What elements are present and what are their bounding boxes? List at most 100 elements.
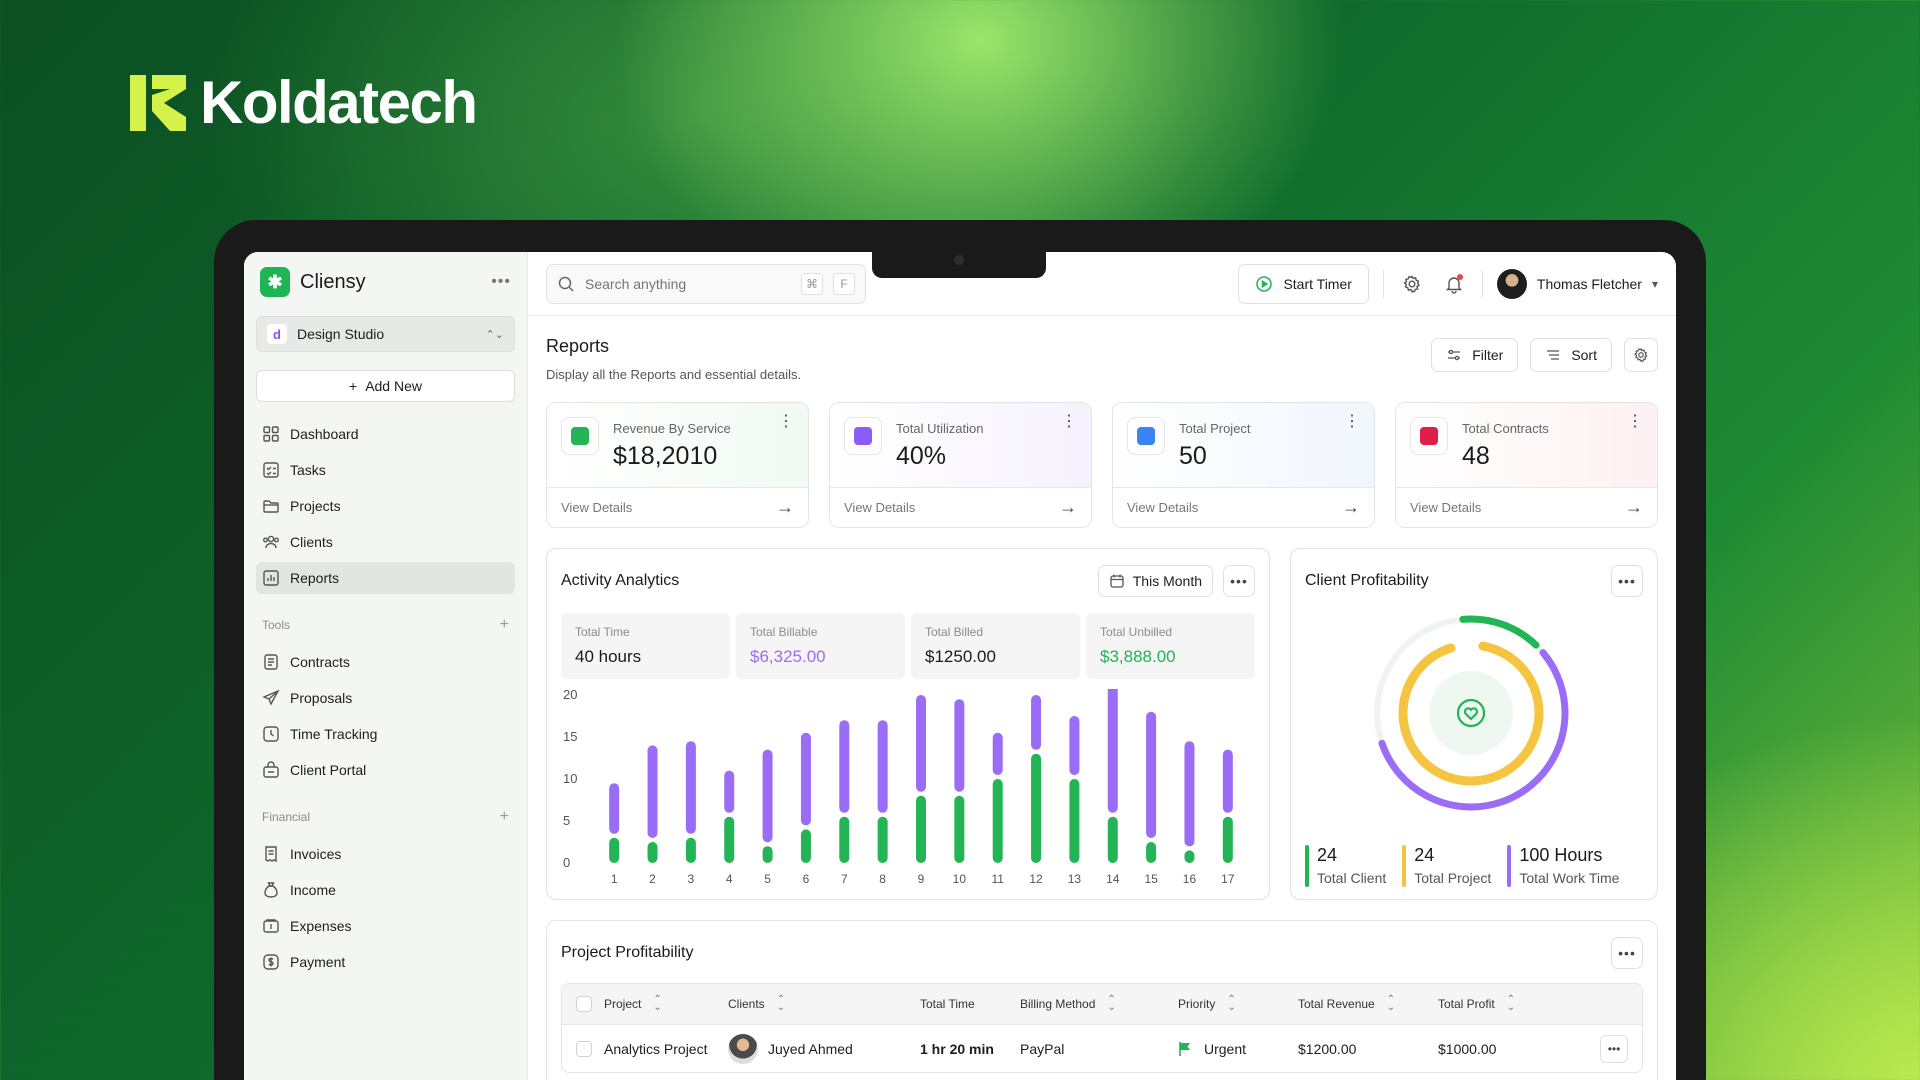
- col-total-profit: Total Profit: [1438, 997, 1495, 1011]
- stat-card-utilization: Total Utilization 40% ⋮ View Details →: [829, 402, 1092, 528]
- more-vertical-icon[interactable]: ⋮: [778, 413, 794, 430]
- x-tick-label: 10: [953, 872, 967, 886]
- sidebar-item-time-tracking[interactable]: Time Tracking: [256, 718, 515, 750]
- search-bar[interactable]: ⌘ F: [546, 263, 866, 304]
- money-bag-icon: [264, 882, 278, 898]
- bar-green: [1222, 816, 1233, 863]
- sidebar-item-proposals[interactable]: Proposals: [256, 682, 515, 714]
- col-billing-method: Billing Method: [1020, 997, 1096, 1011]
- period-select[interactable]: This Month: [1097, 565, 1213, 597]
- workspace-switcher[interactable]: d Design Studio ⌃⌄: [256, 316, 515, 352]
- y-tick-label: 10: [563, 771, 577, 786]
- sidebar-item-contracts[interactable]: Contracts: [256, 646, 515, 678]
- project-profitability-card: Project Profitability ••• Project ⌃ ⌄ Cli…: [546, 920, 1658, 1080]
- table-row[interactable]: Analytics Project Juyed Ahmed 1 hr 20 mi…: [562, 1024, 1642, 1072]
- sidebar-item-projects[interactable]: Projects: [256, 490, 515, 522]
- user-menu[interactable]: Thomas Fletcher ▾: [1496, 268, 1658, 299]
- sidebar-item-clients[interactable]: Clients: [256, 526, 515, 558]
- sidebar-item-expenses[interactable]: Expenses: [256, 910, 515, 942]
- bar-purple: [1107, 689, 1118, 813]
- activity-more-button[interactable]: •••: [1223, 565, 1255, 597]
- sort-icon[interactable]: ⌃ ⌄: [1107, 994, 1116, 1013]
- legend-total-work-time: 100 Hours Total Work Time: [1507, 845, 1619, 887]
- bar-purple: [916, 695, 926, 792]
- bar-green: [1146, 842, 1157, 863]
- add-financial-icon[interactable]: +: [499, 808, 509, 825]
- metric-label: Total Time: [575, 625, 630, 639]
- row-checkbox[interactable]: [576, 1040, 592, 1057]
- view-details-label: View Details: [561, 500, 633, 515]
- notifications-button[interactable]: [1440, 270, 1468, 298]
- sidebar-item-invoices[interactable]: Invoices: [256, 838, 515, 870]
- y-tick-label: 15: [563, 729, 577, 744]
- heart-shield-icon: [1456, 698, 1486, 728]
- tools-label: Tools: [262, 618, 291, 632]
- bar-green: [1069, 779, 1080, 863]
- settings-button[interactable]: [1398, 270, 1426, 298]
- search-input[interactable]: [585, 275, 791, 292]
- sidebar-item-client-portal[interactable]: Client Portal: [256, 754, 515, 786]
- sort-icon[interactable]: ⌃ ⌄: [1386, 994, 1396, 1013]
- metric-total-billable: Total Billable $6,325.00: [736, 613, 905, 679]
- stat-card-projects: Total Project 50 ⋮ View Details →: [1112, 402, 1375, 528]
- add-tool-icon[interactable]: +: [499, 616, 509, 633]
- more-vertical-icon[interactable]: ⋮: [1344, 413, 1360, 430]
- select-all-checkbox[interactable]: [576, 996, 592, 1012]
- profit-legend: 24 Total Client 24 Total Project: [1305, 845, 1619, 887]
- sidebar-item-label: Invoices: [290, 846, 342, 862]
- calendar-icon: [1110, 574, 1124, 588]
- page-subtitle: Display all the Reports and essential de…: [546, 367, 802, 382]
- view-details-link[interactable]: View Details →: [547, 487, 808, 527]
- bar-purple: [1184, 741, 1195, 847]
- sidebar-item-label: Time Tracking: [290, 726, 378, 742]
- portal-icon: [263, 761, 279, 778]
- add-new-button[interactable]: + Add New: [256, 370, 515, 402]
- bar-purple: [992, 732, 1003, 775]
- main-area: ⌘ F Start Timer: [528, 252, 1676, 1080]
- stat-card-contracts: Total Contracts 48 ⋮ View Details →: [1395, 402, 1658, 528]
- row-more-button[interactable]: •••: [1600, 1034, 1628, 1063]
- project-profit-more-button[interactable]: •••: [1611, 937, 1643, 969]
- sort-label: Sort: [1571, 347, 1597, 363]
- sort-icon[interactable]: ⌃ ⌄: [776, 994, 786, 1013]
- invoice-icon: [265, 846, 277, 863]
- metric-value: $6,325.00: [750, 647, 826, 666]
- filter-button[interactable]: Filter: [1431, 338, 1519, 372]
- sidebar-item-reports[interactable]: Reports: [256, 562, 515, 594]
- col-priority: Priority: [1178, 997, 1216, 1011]
- view-details-link[interactable]: View Details →: [1396, 487, 1657, 527]
- sort-button[interactable]: Sort: [1530, 338, 1612, 372]
- client-profit-more-button[interactable]: •••: [1611, 565, 1643, 597]
- view-details-link[interactable]: View Details →: [1113, 487, 1374, 527]
- view-details-label: View Details: [1410, 500, 1482, 515]
- more-vertical-icon[interactable]: ⋮: [1061, 413, 1077, 430]
- sort-icon[interactable]: ⌃ ⌄: [1506, 994, 1516, 1013]
- stat-value: 40%: [896, 442, 947, 470]
- metric-value: $3,888.00: [1100, 647, 1176, 666]
- cell-revenue: $1200.00: [1298, 1040, 1357, 1057]
- view-details-link[interactable]: View Details →: [830, 487, 1091, 527]
- folder-icon: [263, 500, 279, 513]
- sidebar-item-tasks[interactable]: Tasks: [256, 454, 515, 486]
- metric-label: Total Billable: [750, 625, 818, 639]
- bar-green: [916, 795, 926, 863]
- sidebar-item-dashboard[interactable]: Dashboard: [256, 418, 515, 450]
- arrow-right-icon: →: [1059, 497, 1077, 517]
- chart-icon: [263, 570, 279, 586]
- sort-icon[interactable]: ⌃ ⌄: [653, 994, 662, 1013]
- more-vertical-icon[interactable]: ⋮: [1627, 413, 1643, 430]
- sidebar-more-icon[interactable]: •••: [491, 273, 511, 290]
- page-settings-button[interactable]: [1624, 338, 1658, 372]
- sidebar-item-payment[interactable]: Payment: [256, 946, 515, 978]
- start-timer-button[interactable]: Start Timer: [1238, 263, 1369, 304]
- sort-icon[interactable]: ⌃ ⌄: [1227, 994, 1236, 1013]
- x-tick-label: 4: [726, 872, 733, 886]
- sidebar-item-income[interactable]: Income: [256, 874, 515, 906]
- x-tick-label: 7: [841, 872, 848, 886]
- y-tick-label: 5: [563, 813, 570, 828]
- arrow-right-icon: →: [776, 497, 794, 517]
- bar-green: [954, 795, 965, 863]
- filter-label: Filter: [1472, 347, 1504, 363]
- bar-purple: [800, 732, 811, 826]
